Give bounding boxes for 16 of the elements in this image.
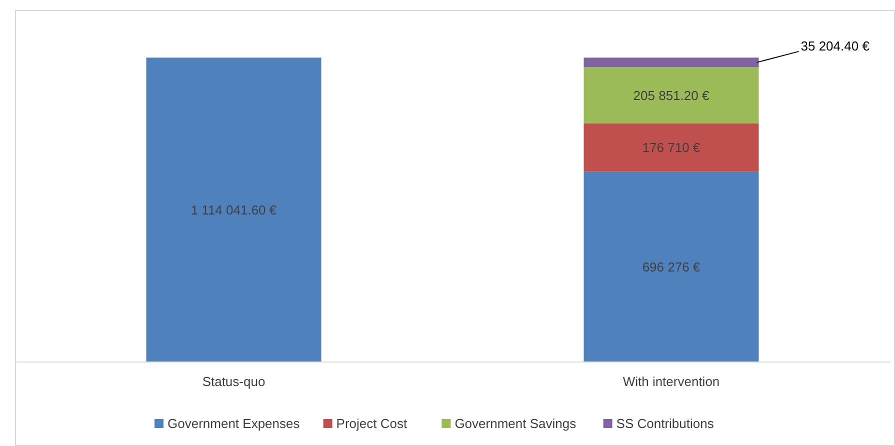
legend-label: Government Expenses bbox=[168, 416, 300, 431]
bar bbox=[584, 123, 759, 172]
x-tick-label: Status-quo bbox=[202, 374, 266, 389]
bar bbox=[146, 58, 322, 362]
data-label: 1 114 041.60 € bbox=[190, 202, 278, 218]
data-label: 696 276 € bbox=[642, 259, 701, 274]
legend-label: Project Cost bbox=[336, 416, 408, 431]
data-label: 205 851.20 € bbox=[633, 88, 710, 103]
bar bbox=[584, 67, 759, 124]
legend-label: SS Contributions bbox=[616, 416, 714, 431]
bar bbox=[584, 58, 759, 68]
data-label: 35 204.40 € bbox=[800, 38, 870, 54]
data-label: 176 710 € bbox=[642, 140, 701, 156]
legend-label: Government Savings bbox=[454, 416, 577, 431]
bar bbox=[584, 172, 759, 362]
x-tick-label: With intervention bbox=[622, 374, 720, 389]
